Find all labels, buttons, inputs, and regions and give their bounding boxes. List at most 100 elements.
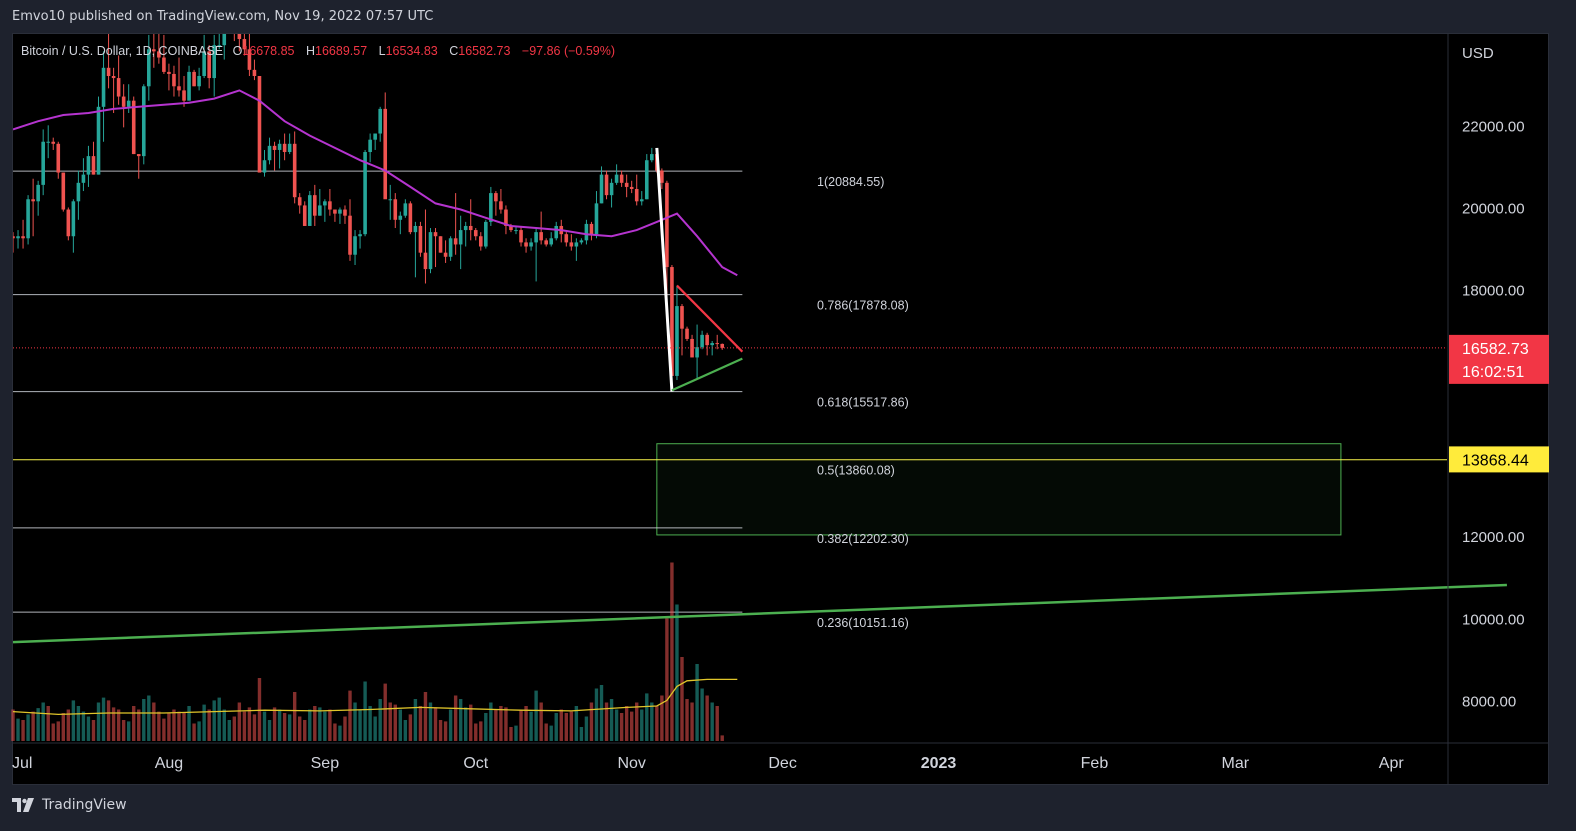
candle-body xyxy=(584,223,589,241)
chart-legend: Bitcoin / U.S. Dollar, 1D, COINBASE O166… xyxy=(21,44,615,58)
volume-bar xyxy=(700,688,704,741)
candle-body xyxy=(66,209,71,237)
candle-body xyxy=(202,51,206,77)
publish-header: Emvo10 published on TradingView.com, Nov… xyxy=(0,0,1576,34)
candle-body xyxy=(21,236,25,239)
volume-bar xyxy=(227,720,231,741)
price-axis-tick: 10000.00 xyxy=(1462,611,1525,628)
candle-body xyxy=(233,25,237,31)
volume-bar xyxy=(710,702,714,741)
volume-bar xyxy=(519,709,523,741)
candle-body xyxy=(388,199,393,201)
candle-body xyxy=(403,203,408,216)
volume-bar xyxy=(650,702,654,741)
candle-body xyxy=(106,67,111,77)
volume-bar xyxy=(509,727,513,741)
candle-body xyxy=(282,143,287,153)
candle-body xyxy=(710,343,714,346)
fib-level-label: 0.786(17878.08) xyxy=(817,299,909,313)
bar-countdown: 16:02:51 xyxy=(1462,364,1524,381)
candle-body xyxy=(594,203,599,235)
candle-body xyxy=(61,172,66,210)
volume-bar xyxy=(86,716,91,741)
volume-bar xyxy=(157,711,161,741)
volume-bar xyxy=(162,718,166,741)
volume-bar xyxy=(614,709,619,741)
candle-body xyxy=(700,334,704,348)
footer-brand[interactable]: TradingView xyxy=(12,797,127,813)
candle-body xyxy=(574,242,579,247)
volume-bar xyxy=(423,692,428,741)
candle-body xyxy=(473,230,478,237)
volume-bar xyxy=(106,700,111,741)
legend-high-label: H xyxy=(306,44,315,58)
time-axis-tick: Apr xyxy=(1379,755,1405,772)
volume-bar xyxy=(298,716,302,741)
candle-body xyxy=(162,57,166,72)
volume-bar xyxy=(514,725,518,741)
candle-body xyxy=(660,170,664,183)
candle-body xyxy=(297,197,302,206)
price-axis-tick: 12000.00 xyxy=(1462,529,1525,546)
volume-bar xyxy=(393,704,397,741)
candle-body xyxy=(56,143,61,173)
volume-bar xyxy=(36,708,40,741)
volume-bar xyxy=(167,713,171,741)
volume-bar xyxy=(680,657,684,741)
candle-body xyxy=(624,182,629,187)
candle-body xyxy=(131,100,136,155)
volume-bar xyxy=(438,720,443,741)
volume-bar xyxy=(574,706,579,741)
fib-level-label: 0.382(12202.30) xyxy=(817,532,909,546)
volume-bar xyxy=(504,707,508,741)
candle-body xyxy=(619,174,624,183)
candle-body xyxy=(418,225,423,253)
legend-high-value: 16689.57 xyxy=(315,44,367,58)
volume-bar xyxy=(152,702,156,741)
candle-body xyxy=(644,160,649,200)
volume-bar xyxy=(584,716,589,741)
volume-bar xyxy=(469,704,473,741)
volume-bar xyxy=(489,702,493,741)
candle-body xyxy=(302,205,307,226)
volume-bar xyxy=(604,702,609,741)
volume-bar xyxy=(197,721,201,741)
volume-bar xyxy=(121,720,126,741)
legend-close-value: 16582.73 xyxy=(458,44,510,58)
volume-bar xyxy=(373,716,377,741)
candle-body xyxy=(13,236,15,239)
volume-bar xyxy=(292,692,297,741)
marked-price-tag xyxy=(1449,446,1549,473)
volume-bar xyxy=(554,713,558,741)
volume-bar xyxy=(418,706,423,741)
volume-bar xyxy=(629,711,634,741)
volume-bar xyxy=(187,706,191,741)
candle-body xyxy=(428,232,433,270)
candle-body xyxy=(489,193,493,222)
volume-bar xyxy=(177,711,181,741)
legend-symbol: Bitcoin / U.S. Dollar, 1D, COINBASE xyxy=(21,44,223,58)
volume-bar xyxy=(408,714,413,741)
candle-body xyxy=(539,232,543,241)
target-zone-box xyxy=(656,443,1342,536)
pennant-lower-line xyxy=(671,357,743,392)
time-axis-tick: Aug xyxy=(155,755,183,772)
volume-bar xyxy=(665,618,669,741)
candle-body xyxy=(277,143,282,150)
candle-body xyxy=(695,347,699,358)
volume-bar xyxy=(147,695,151,741)
volume-bar xyxy=(660,695,664,741)
candle-body xyxy=(313,195,317,216)
candle-body xyxy=(247,49,252,70)
price-axis-tick: 8000.00 xyxy=(1462,694,1516,711)
volume-bar xyxy=(524,706,528,741)
volume-bar xyxy=(232,716,237,741)
volume-bar xyxy=(202,704,206,741)
volume-bar xyxy=(624,706,629,741)
volume-bar xyxy=(217,697,221,741)
candle-body xyxy=(242,39,247,50)
candle-body xyxy=(504,209,508,226)
footer-brand-label: TradingView xyxy=(42,797,127,813)
volume-bar xyxy=(539,702,543,741)
